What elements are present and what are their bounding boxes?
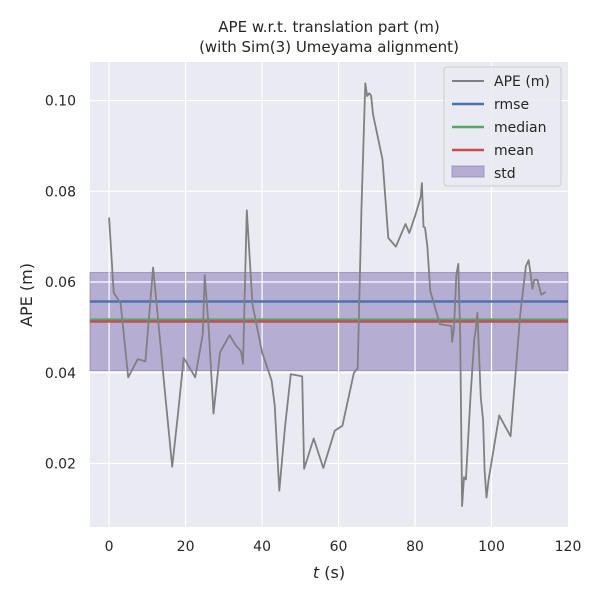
y-tick-label: 0.02 xyxy=(45,456,76,472)
x-tick-label: 0 xyxy=(105,539,114,555)
y-tick-label: 0.04 xyxy=(45,366,76,382)
legend: APE (m) rmse median mean std xyxy=(443,66,562,187)
legend-label-ape: APE (m) xyxy=(494,74,550,90)
legend-label-median: median xyxy=(494,120,546,136)
chart-title: APE w.r.t. translation part (m) xyxy=(218,18,439,36)
y-tick-label: 0.10 xyxy=(45,94,76,110)
x-tick-label: 100 xyxy=(478,539,505,555)
legend-swatch-std xyxy=(451,165,485,178)
y-tick-label: 0.06 xyxy=(45,275,76,291)
y-axis-label: APE (m) xyxy=(17,263,36,327)
ape-series-line xyxy=(108,82,547,508)
x-tick-label: 120 xyxy=(555,539,582,555)
x-tick-label: 60 xyxy=(330,539,348,555)
legend-box xyxy=(443,66,562,187)
x-tick-label: 80 xyxy=(406,539,424,555)
y-tick-labels: 0.02 0.04 0.06 0.08 0.10 xyxy=(45,94,76,473)
legend-label-mean: mean xyxy=(494,143,534,159)
y-tick-label: 0.08 xyxy=(45,184,76,200)
chart-subtitle: (with Sim(3) Umeyama alignment) xyxy=(199,38,459,56)
x-tick-label: 40 xyxy=(253,539,271,555)
legend-label-std: std xyxy=(494,166,516,182)
legend-label-rmse: rmse xyxy=(494,97,529,113)
x-axis-label: t (s) xyxy=(313,563,345,582)
x-tick-labels: 0 20 40 60 80 100 120 xyxy=(105,539,582,555)
x-tick-label: 20 xyxy=(177,539,195,555)
